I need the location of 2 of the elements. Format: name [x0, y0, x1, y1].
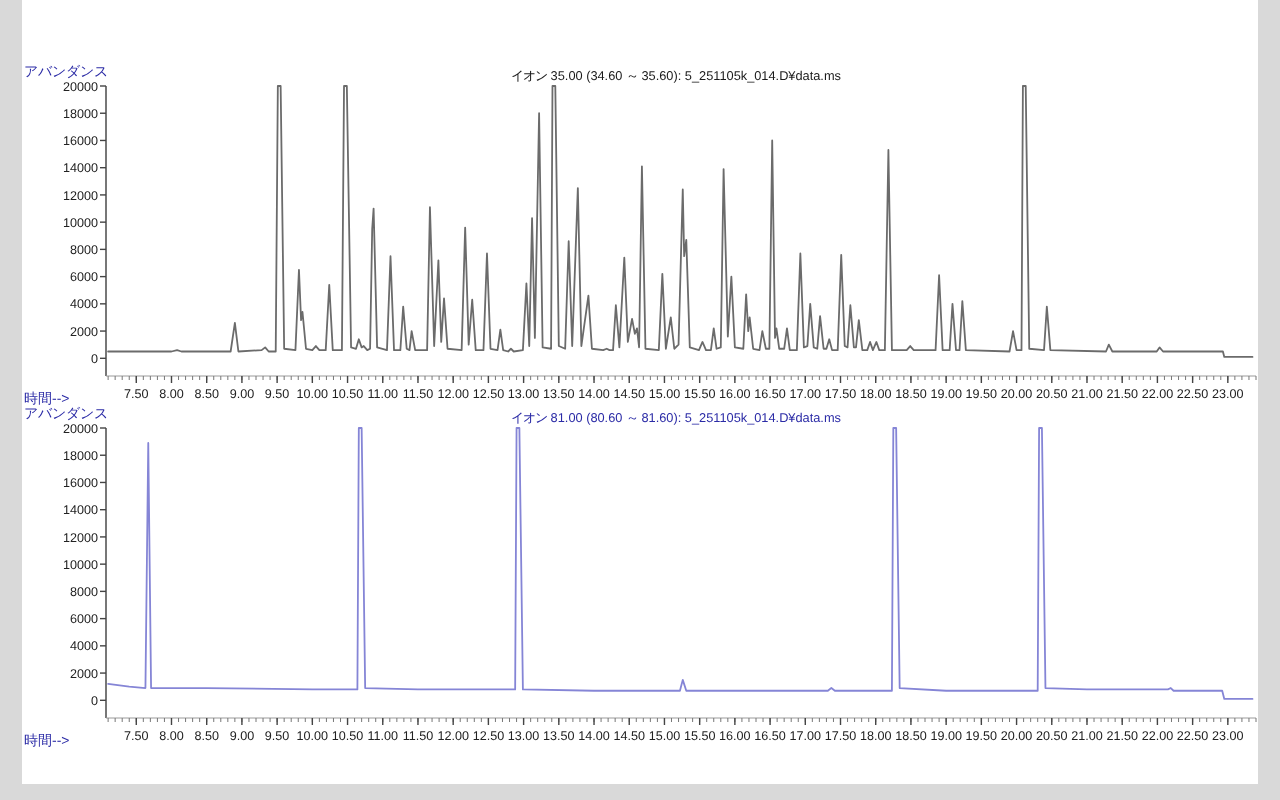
- line-series: [107, 85, 1254, 358]
- line-series: [107, 427, 1254, 700]
